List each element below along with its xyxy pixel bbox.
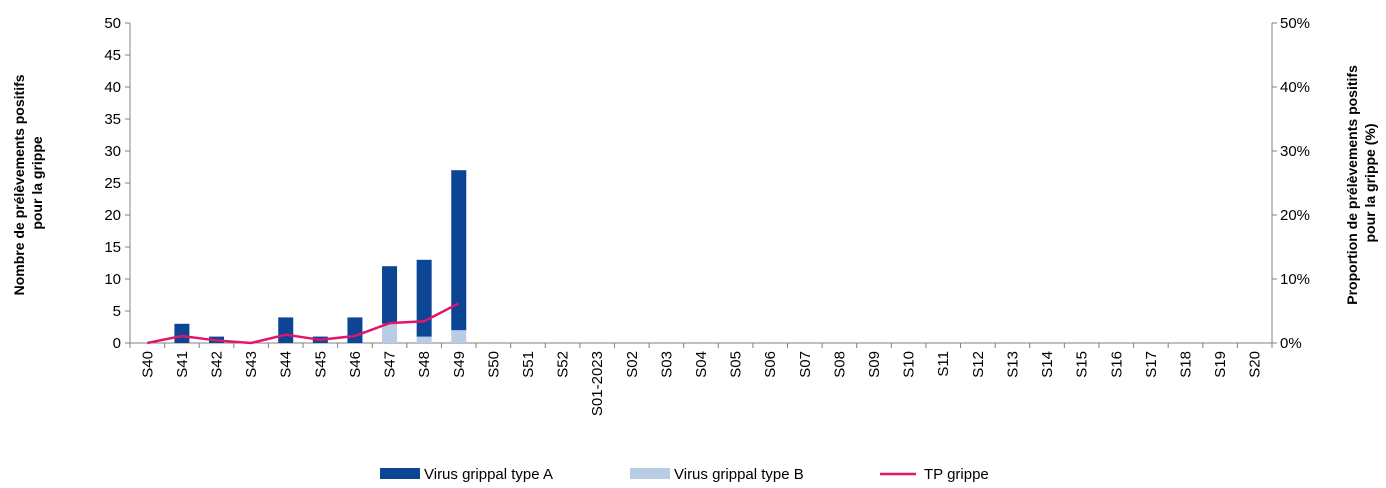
lines	[147, 302, 460, 345]
y-axis-label-line-2: pour la grippe	[29, 136, 45, 230]
bar-type-a	[416, 259, 432, 337]
x-tick-label: S01-2023	[589, 351, 606, 416]
x-tick-label: S50	[485, 351, 502, 378]
x-tick-label: S13	[1004, 351, 1021, 378]
bar-type-a	[347, 317, 363, 343]
bar-type-b	[451, 330, 467, 343]
y2-tick-label: 20%	[1280, 207, 1310, 224]
x-tick-label: S02	[624, 351, 641, 378]
x-tick-label: S45	[312, 351, 329, 378]
y-tick-label: 45	[104, 47, 121, 64]
x-tick-label: S08	[831, 351, 848, 378]
x-tick-label: S44	[278, 351, 295, 378]
x-tick-label: S52	[555, 351, 572, 378]
x-tick-label: S42	[209, 351, 226, 378]
x-tick-label: S47	[382, 351, 399, 378]
x-tick-label: S10	[901, 351, 918, 378]
x-tick-label: S41	[174, 351, 191, 378]
bar-type-a	[278, 317, 294, 343]
legend-label: Virus grippal type A	[424, 466, 553, 483]
x-tick-label: S16	[1108, 351, 1125, 378]
y-tick-label: 25	[104, 175, 121, 192]
x-tick-label: S18	[1177, 351, 1194, 378]
legend-swatch	[630, 468, 670, 479]
y-tick-label: 5	[113, 303, 121, 320]
legend-label: TP grippe	[924, 466, 989, 483]
legend-label: Virus grippal type B	[674, 466, 804, 483]
y-tick-label: 10	[104, 271, 121, 288]
y2-tick-label: 40%	[1280, 79, 1310, 96]
bars	[174, 170, 467, 343]
x-tick-label: S12	[970, 351, 987, 378]
y-tick-label: 35	[104, 111, 121, 128]
y2-axis-label-line-1: Proportion de prélèvements positifs	[1344, 65, 1360, 305]
y2-axis-label-line-2: pour la grippe (%)	[1362, 124, 1378, 243]
y-tick-label: 50	[104, 15, 121, 32]
y2-tick-label: 0%	[1280, 335, 1302, 352]
x-tick-label: S17	[1143, 351, 1160, 378]
x-tick-label: S19	[1212, 351, 1229, 378]
axes: 0 5 10 15 20 25 30 35 40 45 50 0% 10% 20% 30% 40% 50% S40…	[104, 15, 1310, 416]
y2-axis-label: Proportion de prélèvements positifs pour…	[1344, 61, 1378, 305]
tp-grippe-line	[147, 302, 460, 345]
y2-tick-label: 10%	[1280, 271, 1310, 288]
x-tick-label: S07	[797, 351, 814, 378]
bar-type-b	[416, 336, 432, 343]
x-tick-label: S11	[935, 351, 952, 377]
x-tick-label: S04	[693, 351, 710, 378]
y-tick-label: 40	[104, 79, 121, 96]
x-tick-label: S48	[416, 351, 433, 378]
legend: Virus grippal type A Virus grippal type B…	[380, 466, 989, 483]
bar-type-a	[382, 266, 398, 324]
x-tick-label: S05	[728, 351, 745, 378]
legend-swatch	[380, 468, 420, 479]
x-tick-label: S20	[1247, 351, 1264, 378]
x-tick-label: S49	[451, 351, 468, 378]
y2-tick-label: 30%	[1280, 143, 1310, 160]
y-tick-label: 30	[104, 143, 121, 160]
y-tick-label: 0	[113, 335, 121, 352]
bar-type-b	[382, 323, 398, 343]
x-tick-label: S51	[520, 351, 537, 378]
y-axis-label: Nombre de prélèvements positifs pour la …	[11, 71, 45, 296]
x-tick-label: S09	[866, 351, 883, 378]
y2-tick-label: 50%	[1280, 15, 1310, 32]
y-axis-label-line-1: Nombre de prélèvements positifs	[11, 74, 27, 295]
x-tick-label: S14	[1039, 351, 1056, 378]
x-tick-label: S06	[762, 351, 779, 378]
y-tick-label: 20	[104, 207, 121, 224]
x-tick-label: S46	[347, 351, 364, 378]
y-tick-label: 15	[104, 239, 121, 256]
bar-type-a	[451, 170, 467, 331]
x-tick-label: S40	[139, 351, 156, 378]
x-tick-label: S03	[658, 351, 675, 378]
bar-type-a	[174, 323, 190, 343]
x-tick-label: S15	[1074, 351, 1091, 378]
x-tick-label: S43	[243, 351, 260, 378]
